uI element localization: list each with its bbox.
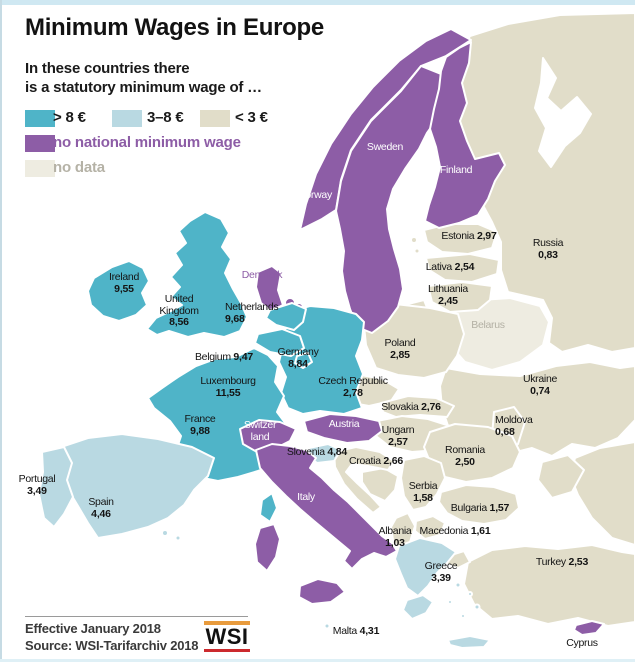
shape-turkey: [463, 544, 635, 627]
shape-lithuania: [427, 281, 493, 313]
wsi-logo-orange-bar: [204, 621, 250, 625]
wsi-logo: WSI: [204, 621, 250, 652]
shape-netherlands: [265, 302, 307, 331]
legend-label-mid: 3–8 €: [147, 109, 184, 126]
footer-effective-date: Effective January 2018: [25, 621, 161, 636]
shape-greek-island-3: [473, 603, 481, 611]
shape-sardinia: [254, 523, 281, 572]
shape-sweden: [335, 65, 450, 334]
frame-left: [0, 0, 2, 662]
shape-portugal: [38, 446, 74, 528]
shape-croatia: [333, 446, 395, 514]
shape-estonian-island: [410, 236, 418, 244]
page-title: Minimum Wages in Europe: [25, 14, 324, 41]
shape-balearic-island: [161, 529, 169, 537]
shape-slovakia: [380, 395, 455, 418]
footer-rule: [25, 616, 248, 617]
legend-swatch-over8: [25, 110, 55, 127]
shape-greek-island-4: [460, 613, 466, 619]
shape-germany: [278, 305, 365, 415]
frame-bottom: [0, 659, 635, 662]
legend-label-no-data: no data: [53, 159, 105, 176]
legend-swatch-under3: [200, 110, 230, 127]
shape-macedonia: [414, 515, 446, 540]
shape-greek-island: [454, 581, 462, 589]
wsi-logo-red-bar: [204, 649, 250, 652]
shape-belgium: [254, 328, 305, 357]
shape-corsica: [259, 492, 278, 523]
legend-label-no-min-wage: no national minimum wage: [53, 134, 241, 151]
shape-denmark: [255, 265, 284, 312]
shape-caucasus: [569, 441, 635, 546]
shape-ireland: [87, 260, 150, 322]
frame-top: [0, 0, 635, 5]
footer-source: Source: WSI-Tarifarchiv 2018: [25, 638, 199, 653]
legend-label-under3: < 3 €: [235, 109, 268, 126]
shape-greece: [394, 537, 457, 597]
subtitle-line-2: is a statutory minimum wage of …: [25, 79, 262, 96]
legend-label-over8: > 8 €: [53, 109, 86, 126]
shape-cyprus: [573, 620, 605, 636]
shape-crete: [447, 635, 491, 649]
shape-peloponnese: [402, 594, 434, 620]
legend-swatch-no-data: [25, 160, 55, 177]
shape-finland: [424, 41, 506, 229]
shape-united-kingdom: [146, 211, 248, 338]
shape-serbia: [400, 455, 446, 511]
shape-greek-island-2: [467, 591, 473, 597]
legend-swatch-no-min-wage: [25, 135, 55, 152]
shape-estonia: [423, 223, 498, 255]
shape-balearic-island-2: [174, 534, 182, 542]
shape-austria: [303, 413, 383, 444]
shape-luxembourg: [294, 352, 313, 369]
shape-estonian-island-2: [413, 247, 421, 255]
subtitle-line-1: In these countries there: [25, 60, 190, 77]
shape-crimea: [537, 454, 585, 499]
shape-malta-island: [323, 622, 331, 630]
shape-switzerland: [239, 419, 297, 453]
shape-sicily: [298, 578, 346, 605]
shape-bulgaria: [438, 484, 520, 525]
shape-italy: [255, 443, 398, 570]
shape-latvia: [425, 253, 500, 283]
shape-spain: [55, 433, 215, 539]
wsi-logo-text: WSI: [205, 624, 249, 649]
shape-poland: [363, 303, 465, 379]
legend-swatch-mid: [112, 110, 142, 127]
shape-white-sea: [534, 57, 592, 168]
shape-greek-island-5: [447, 599, 453, 605]
